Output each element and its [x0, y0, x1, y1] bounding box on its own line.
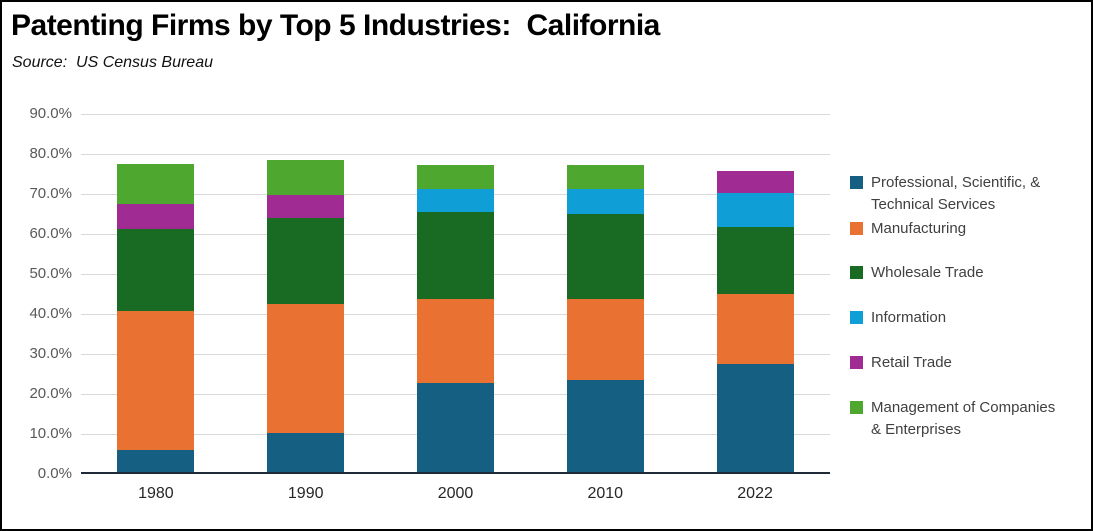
legend-label-line: Professional, Scientific, & — [871, 174, 1041, 191]
y-tick-label: 80.0% — [29, 145, 72, 162]
bar-segment — [566, 188, 644, 215]
legend-swatch-icon — [850, 401, 863, 414]
bar-segment — [117, 450, 195, 472]
legend-swatch-icon — [850, 356, 863, 369]
x-tick-label: 2000 — [437, 485, 474, 502]
legend-label-line: Retail Trade — [871, 354, 952, 371]
legend-label-line: Technical Services — [871, 196, 996, 213]
bar-segment — [267, 159, 345, 195]
legend-item: Professional, Scientific, & Technical Ser… — [850, 172, 1040, 216]
legend-label-line: Management of Companies — [871, 399, 1056, 416]
chart-title: Patenting Firms by Top 5 Industries: Cal… — [11, 9, 660, 42]
y-tick-label: 20.0% — [29, 385, 72, 402]
bar-segment — [566, 165, 644, 189]
legend-item: Manufacturing — [850, 218, 966, 240]
bar-segment — [716, 364, 794, 472]
legend-item: Information — [850, 307, 946, 329]
y-tick-label: 40.0% — [29, 305, 72, 322]
bar-segment — [117, 163, 195, 204]
x-tick-label: 1980 — [138, 485, 174, 502]
gridline-90 — [81, 114, 830, 115]
legend-label-line: & Enterprises — [871, 421, 962, 438]
legend-swatch-icon — [850, 311, 863, 324]
bar-segment — [716, 226, 794, 295]
bar-segment — [716, 171, 794, 194]
bar-segment — [117, 204, 195, 230]
y-tick-label: 10.0% — [29, 425, 72, 442]
y-tick-label: 0.0% — [37, 465, 72, 482]
bar-segment — [417, 165, 494, 189]
x-tick-label: 2022 — [737, 485, 773, 502]
bar-segment — [417, 298, 494, 384]
legend-swatch-icon — [850, 266, 863, 279]
gridline-80 — [81, 154, 830, 155]
legend-item: Retail Trade — [850, 352, 952, 374]
bar-segment — [267, 194, 345, 218]
bar-segment — [117, 229, 195, 312]
y-tick-label: 60.0% — [29, 225, 72, 242]
bar-segment — [267, 433, 345, 472]
y-tick-label: 90.0% — [29, 105, 72, 122]
legend-item: Wholesale Trade — [850, 262, 984, 284]
bar-segment — [716, 193, 794, 227]
bar-segment — [117, 311, 195, 450]
y-tick-label: 70.0% — [29, 185, 72, 202]
bar-segment — [267, 218, 345, 304]
bar-segment — [417, 212, 494, 299]
legend-label-line: Wholesale Trade — [871, 264, 984, 281]
y-tick-label: 50.0% — [29, 265, 72, 282]
x-tick-label: 2010 — [587, 485, 624, 502]
bar-segment — [716, 294, 794, 364]
bar-segment — [267, 303, 345, 434]
x-tick-label: 1990 — [287, 485, 324, 502]
bar-segment — [417, 383, 494, 472]
plot-area — [81, 114, 830, 474]
chart-source: Source: US Census Bureau — [12, 54, 213, 71]
legend-label-line: Manufacturing — [871, 220, 967, 237]
bar-segment — [566, 214, 644, 300]
bar-segment — [417, 188, 494, 212]
legend-swatch-icon — [850, 176, 863, 189]
bar-segment — [566, 380, 644, 472]
y-tick-label: 30.0% — [29, 345, 72, 362]
legend-swatch-icon — [850, 222, 863, 235]
legend-label-line: Information — [871, 309, 947, 326]
legend-item: Management of Companies & Enterprises — [850, 397, 1055, 441]
bar-segment — [566, 299, 644, 381]
